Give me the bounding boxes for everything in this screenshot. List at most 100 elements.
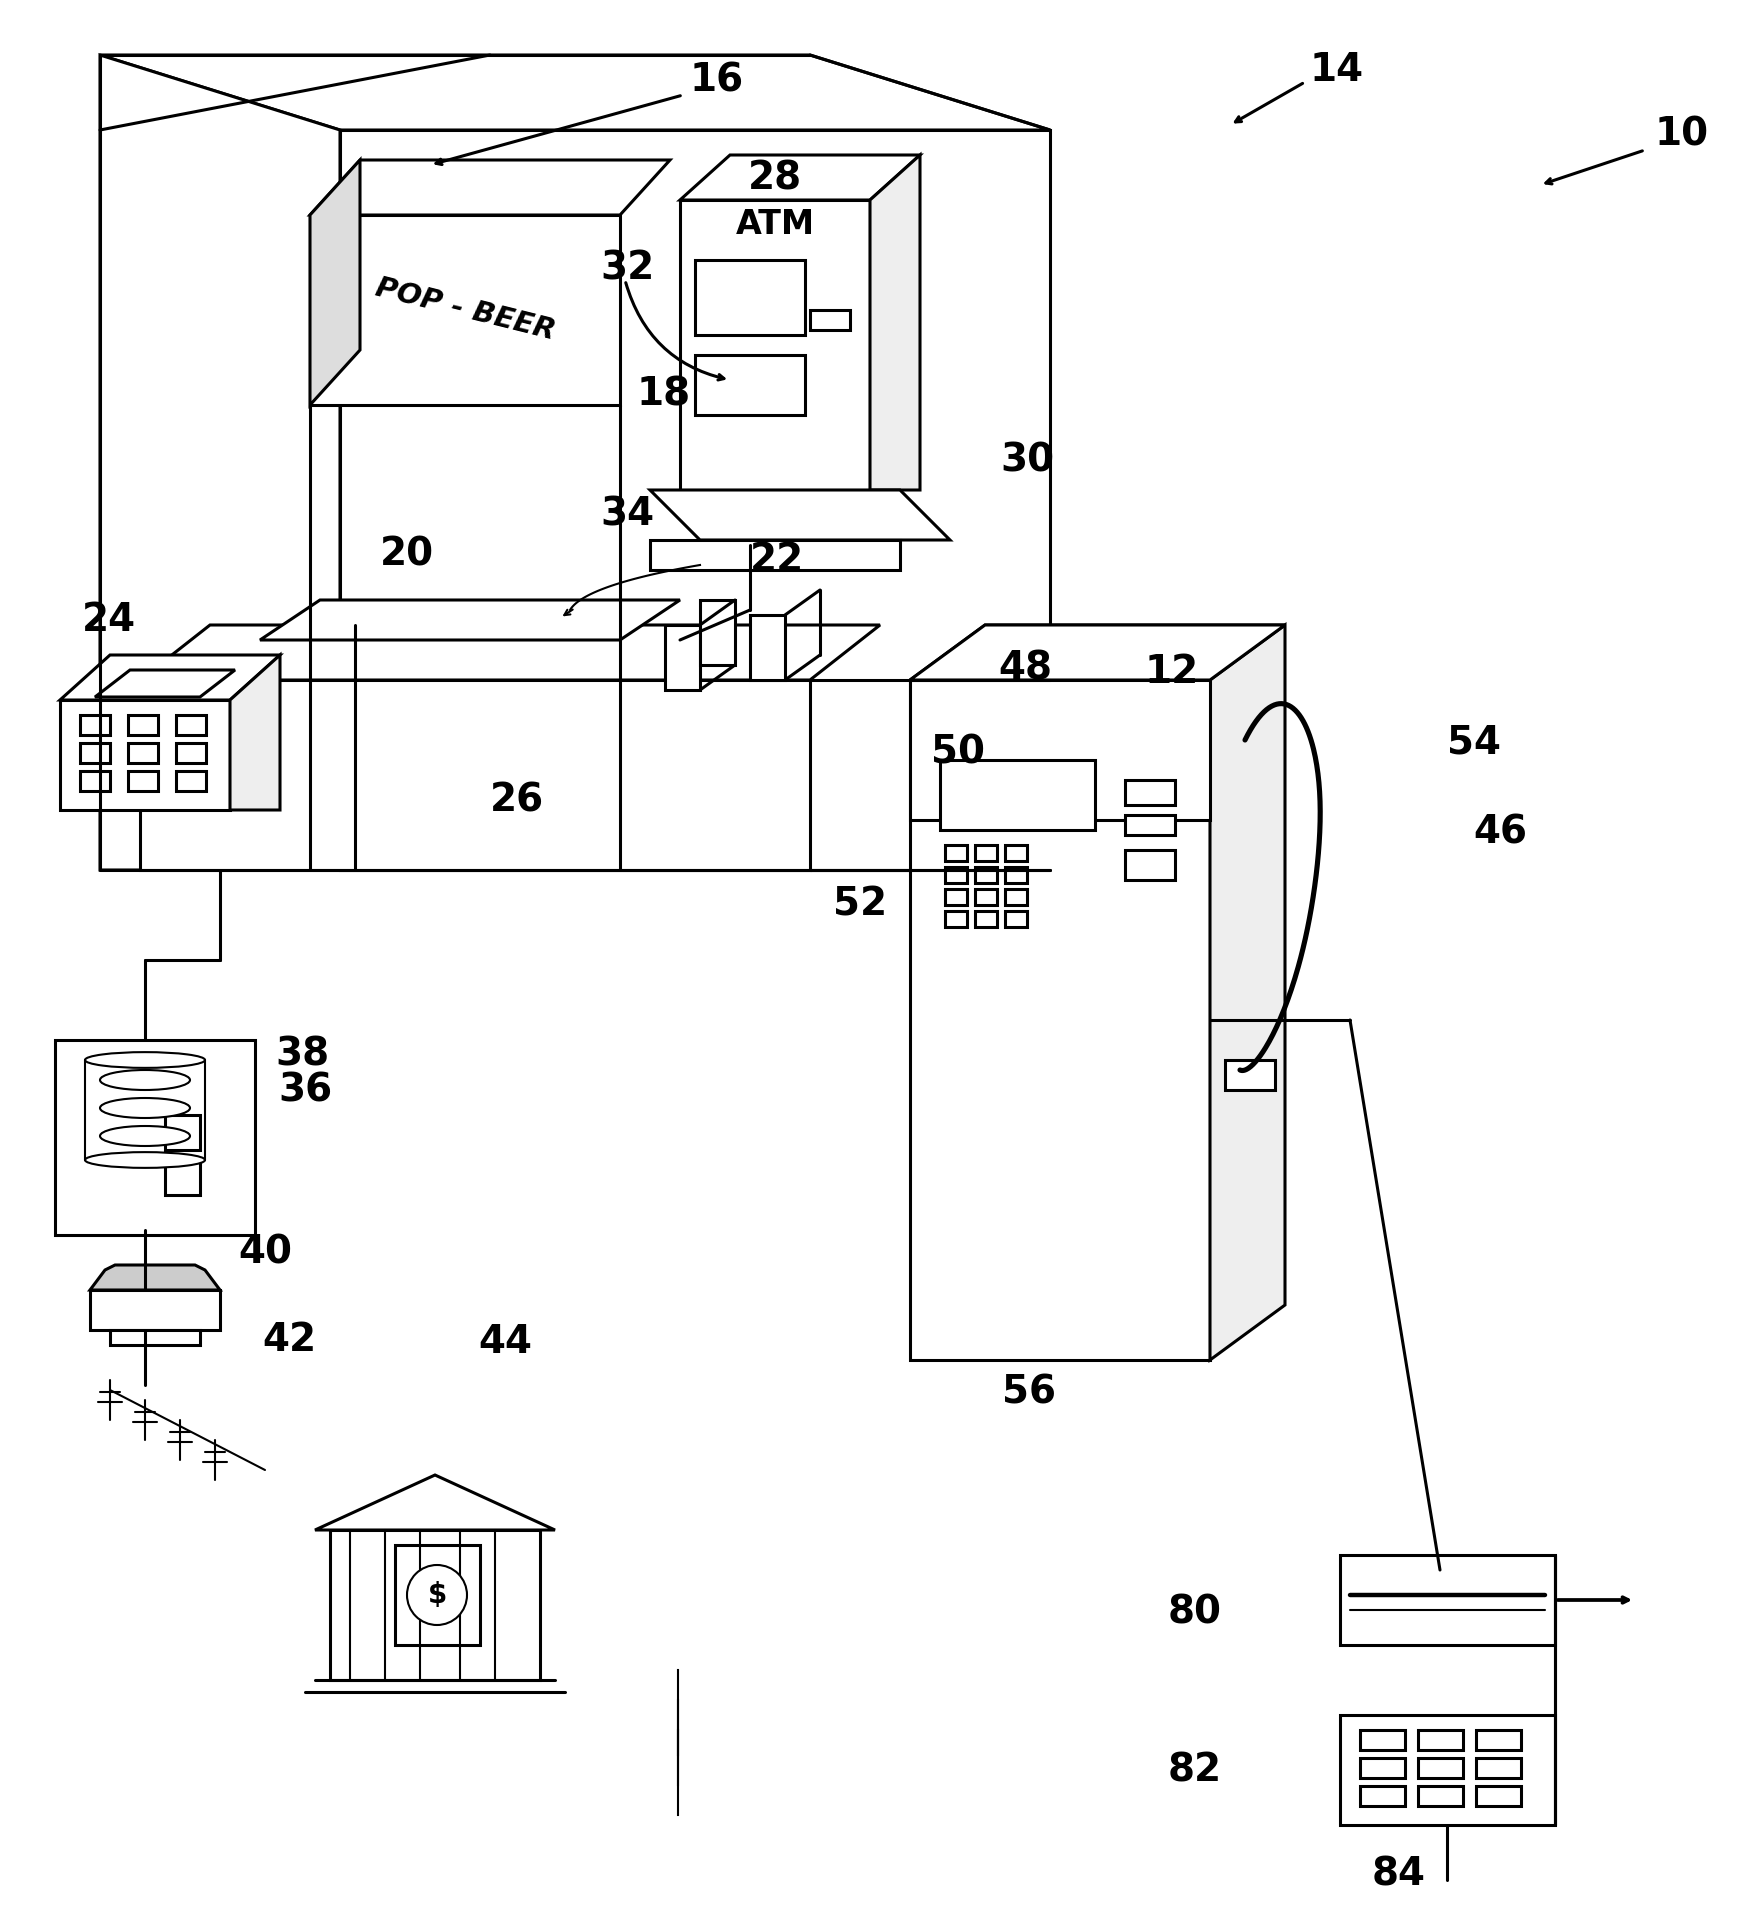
Bar (1476, 1785, 1522, 1806)
Polygon shape (229, 654, 280, 811)
Text: 36: 36 (278, 1071, 333, 1110)
Text: 42: 42 (263, 1320, 317, 1359)
Bar (1418, 1758, 1464, 1778)
Bar (1124, 849, 1175, 880)
Circle shape (406, 1565, 468, 1625)
Ellipse shape (100, 1069, 191, 1090)
Text: 40: 40 (238, 1233, 292, 1272)
Polygon shape (911, 625, 1285, 679)
Text: 16: 16 (690, 62, 744, 98)
Polygon shape (870, 154, 919, 490)
Bar (1476, 1729, 1522, 1751)
Bar (110, 1330, 200, 1345)
Text: 38: 38 (275, 1036, 329, 1073)
Text: 18: 18 (637, 376, 692, 415)
Bar (1005, 911, 1028, 926)
Polygon shape (89, 1264, 221, 1289)
Bar (89, 1289, 221, 1330)
Text: 80: 80 (1168, 1592, 1222, 1631)
Text: $: $ (427, 1581, 447, 1610)
Text: 10: 10 (1655, 116, 1709, 154)
Polygon shape (650, 490, 951, 540)
Text: 50: 50 (932, 733, 986, 770)
Bar (1005, 845, 1028, 861)
Ellipse shape (86, 1152, 205, 1168)
Bar (177, 770, 207, 791)
Polygon shape (310, 160, 361, 405)
Bar (128, 714, 158, 735)
Polygon shape (310, 160, 671, 214)
Text: 12: 12 (1145, 652, 1199, 691)
Polygon shape (315, 1475, 555, 1530)
Polygon shape (140, 625, 881, 679)
Bar (396, 1546, 480, 1644)
Text: 14: 14 (1310, 50, 1364, 89)
Bar (1340, 1716, 1555, 1826)
Bar (975, 845, 996, 861)
Text: 28: 28 (748, 158, 802, 197)
Bar (946, 867, 967, 884)
Polygon shape (60, 654, 280, 701)
Bar (81, 770, 110, 791)
Text: ATM: ATM (735, 208, 814, 241)
Polygon shape (140, 679, 811, 870)
Bar (695, 261, 805, 336)
Polygon shape (679, 154, 919, 201)
Ellipse shape (100, 1125, 191, 1146)
Bar (695, 355, 805, 415)
Text: 26: 26 (490, 782, 545, 818)
Text: 44: 44 (478, 1322, 532, 1361)
Polygon shape (340, 129, 1051, 870)
Polygon shape (100, 54, 1051, 129)
Bar (177, 714, 207, 735)
Polygon shape (60, 701, 229, 811)
Text: 34: 34 (601, 496, 655, 535)
Polygon shape (95, 670, 235, 697)
Bar (165, 1160, 200, 1195)
Bar (811, 311, 849, 330)
Text: 54: 54 (1446, 724, 1501, 760)
Polygon shape (310, 214, 620, 405)
Polygon shape (665, 625, 700, 691)
Polygon shape (650, 540, 900, 569)
Bar (1476, 1758, 1522, 1778)
Bar (946, 845, 967, 861)
Text: 32: 32 (601, 249, 655, 288)
Bar (1418, 1729, 1464, 1751)
Bar (81, 743, 110, 762)
Bar (1418, 1785, 1464, 1806)
Polygon shape (100, 54, 340, 870)
Bar (975, 911, 996, 926)
Polygon shape (911, 679, 1210, 1361)
Bar (81, 714, 110, 735)
Polygon shape (911, 625, 1285, 679)
Bar (165, 1116, 200, 1150)
Bar (946, 911, 967, 926)
Polygon shape (911, 679, 1210, 820)
Text: 84: 84 (1373, 1857, 1425, 1893)
Text: 24: 24 (82, 600, 137, 639)
Polygon shape (700, 600, 735, 666)
Polygon shape (679, 201, 870, 490)
Polygon shape (749, 616, 784, 679)
Bar (1124, 780, 1175, 805)
Polygon shape (1210, 625, 1285, 1361)
Bar (1340, 1556, 1555, 1644)
Ellipse shape (86, 1052, 205, 1067)
Ellipse shape (100, 1098, 191, 1117)
Bar (1361, 1785, 1404, 1806)
Bar (54, 1040, 256, 1235)
Bar (329, 1530, 539, 1679)
Bar (1005, 867, 1028, 884)
Bar (128, 743, 158, 762)
Bar (1005, 890, 1028, 905)
Text: 82: 82 (1168, 1751, 1222, 1789)
Bar (975, 890, 996, 905)
Text: POP - BEER: POP - BEER (373, 274, 559, 345)
Bar (946, 890, 967, 905)
Bar (975, 867, 996, 884)
Text: 52: 52 (833, 886, 888, 924)
Text: 48: 48 (998, 648, 1052, 687)
Text: 20: 20 (380, 537, 434, 573)
Bar (128, 770, 158, 791)
